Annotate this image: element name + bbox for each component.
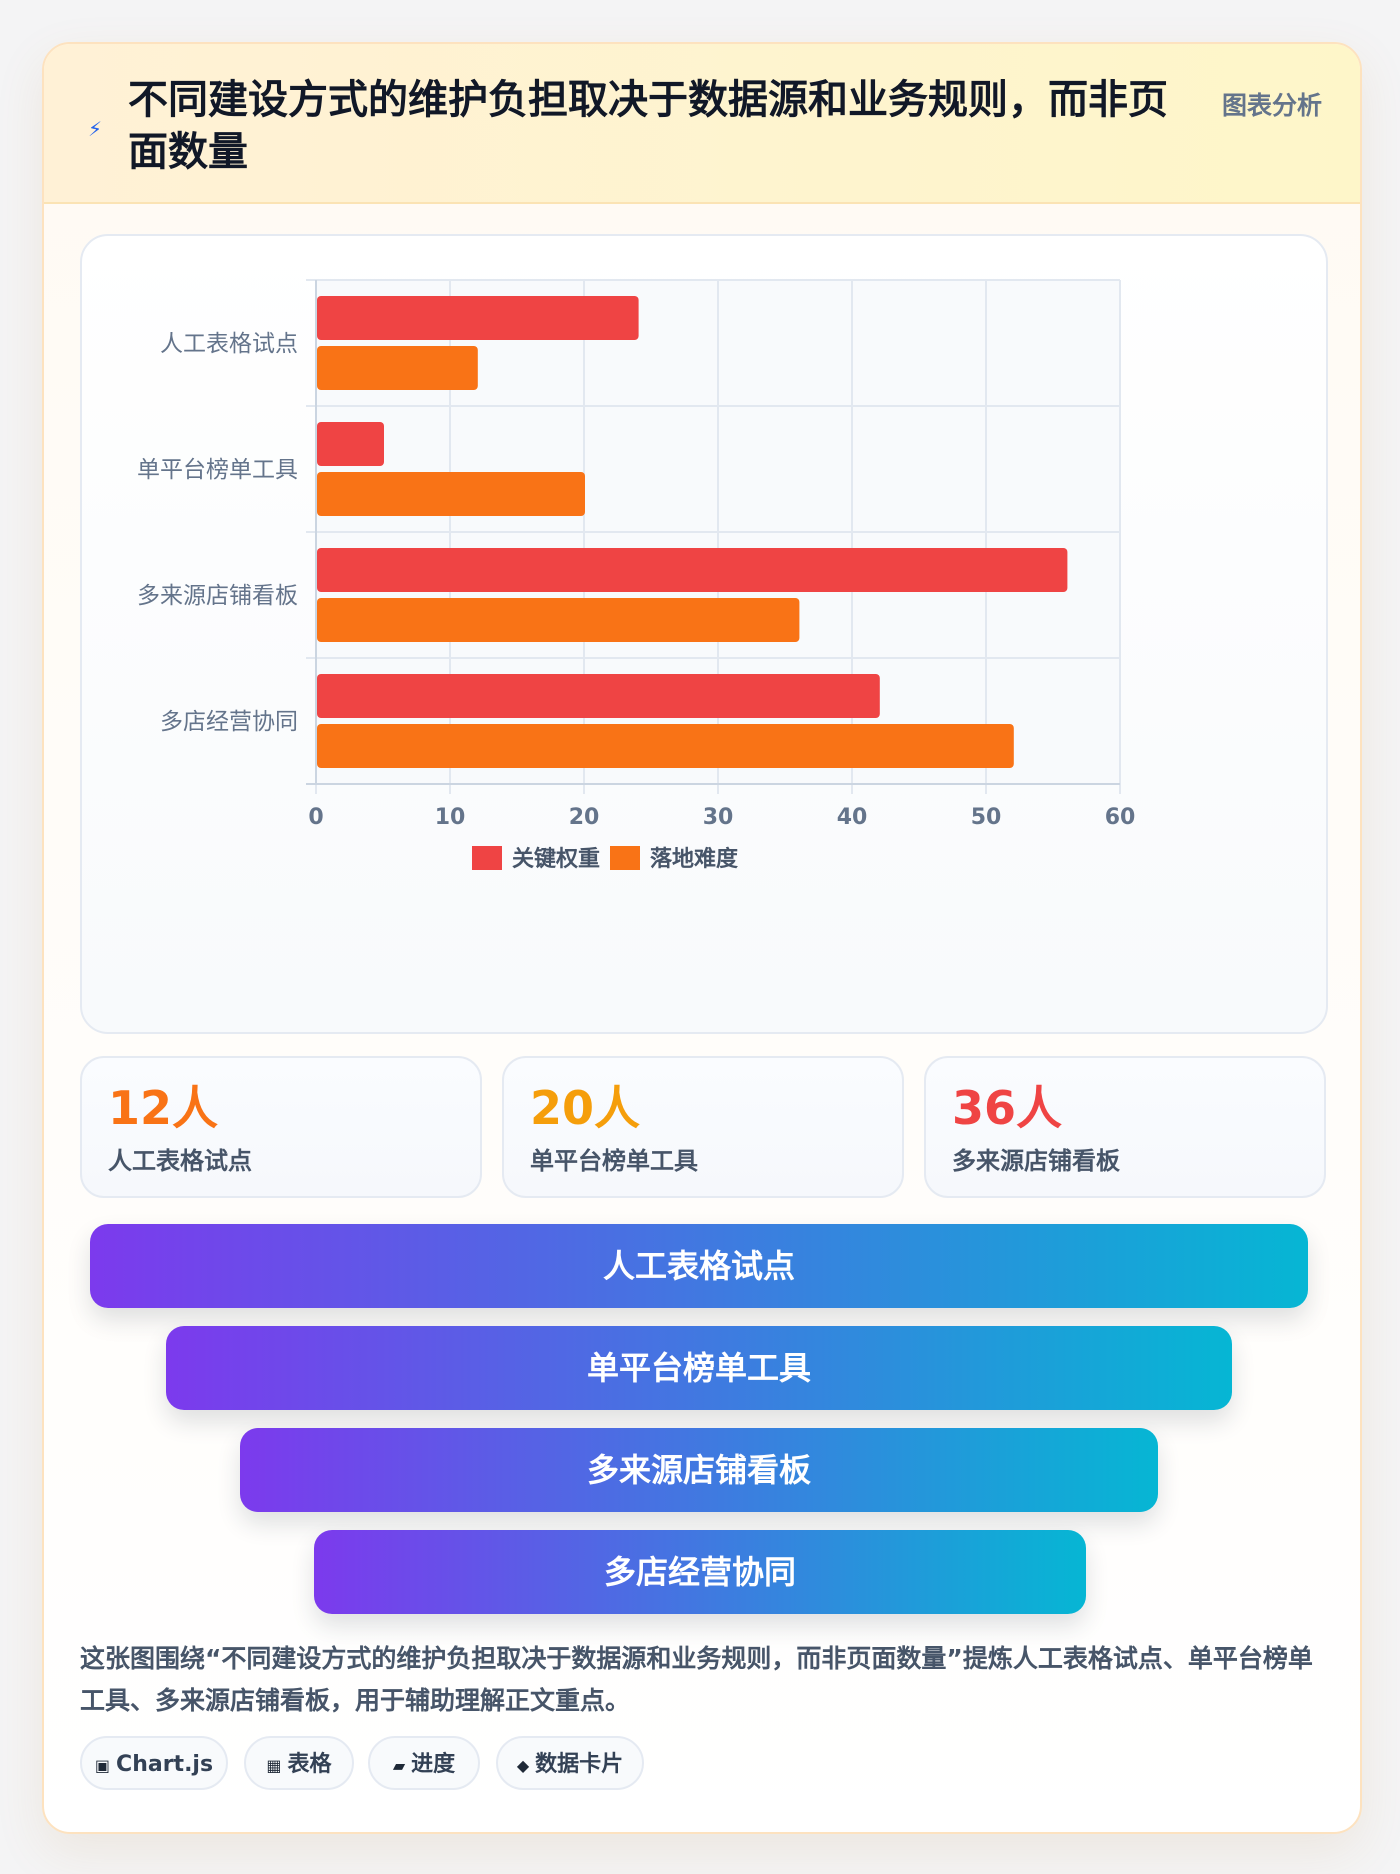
x-tick-label: 30 <box>703 805 734 830</box>
x-tick-label: 0 <box>308 805 323 830</box>
stat-value: 20人 <box>530 1081 641 1135</box>
chip-progress[interactable]: ▰ 进度 <box>368 1736 480 1790</box>
stat-card: 36人 多来源店铺看板 <box>924 1056 1326 1198</box>
bar-weight <box>317 548 1068 592</box>
bar-weight <box>317 296 639 340</box>
stat-label: 多来源店铺看板 <box>952 1147 1120 1175</box>
y-tick-label: 人工表格试点 <box>160 331 298 357</box>
chip-table[interactable]: ▦ 表格 <box>244 1736 354 1790</box>
chip-chartjs[interactable]: ▣ Chart.js <box>80 1736 228 1790</box>
bar-weight <box>317 422 384 466</box>
stat-cards: 12人 人工表格试点 20人 单平台榜单工具 36人 多来源店铺看板 <box>80 1056 1326 1198</box>
report-card: ⚡ 不同建设方式的维护负担取决于数据源和业务规则，而非页面数量 图表分析 0 10… <box>42 42 1362 1834</box>
y-tick-label: 多店经营协同 <box>160 709 298 735</box>
chip-label: 进度 <box>411 1752 456 1777</box>
diamond-icon: ◆ <box>516 1756 530 1775</box>
funnel-step: 单平台榜单工具 <box>166 1326 1232 1410</box>
chart-panel: 0 10 20 30 40 50 60 人工表格试点单平台榜单工具 多来源店铺看板多店经营协同关… <box>80 234 1328 1034</box>
y-tick-label: 多来源店铺看板 <box>137 583 298 609</box>
x-tick-label: 50 <box>971 805 1002 830</box>
legend-swatch <box>610 846 640 870</box>
stat-label: 人工表格试点 <box>108 1147 252 1175</box>
chip-label: Chart.js <box>116 1752 214 1777</box>
bar-difficulty <box>317 472 585 516</box>
x-tick-label: 40 <box>837 805 868 830</box>
stat-value: 36人 <box>952 1081 1063 1135</box>
legend-label: 落地难度 <box>650 846 739 872</box>
progress-icon: ▰ <box>392 1756 406 1775</box>
legend-swatch <box>472 846 502 870</box>
chip-label: 表格 <box>287 1752 332 1777</box>
category-tag: 图表分析 <box>1222 91 1323 120</box>
funnel-step: 人工表格试点 <box>90 1224 1308 1308</box>
funnel-step: 多店经营协同 <box>314 1530 1086 1614</box>
x-tick-label: 20 <box>569 805 600 830</box>
bar-difficulty <box>317 598 800 642</box>
stat-value: 12人 <box>108 1081 219 1135</box>
lightning-icon: ⚡ <box>87 117 103 141</box>
y-tick-label: 单平台榜单工具 <box>137 457 298 483</box>
card-header: ⚡ 不同建设方式的维护负担取决于数据源和业务规则，而非页面数量 图表分析 <box>44 44 1360 204</box>
table-icon: ▦ <box>266 1756 282 1775</box>
stat-card: 20人 单平台榜单工具 <box>502 1056 904 1198</box>
funnel-step: 多来源店铺看板 <box>240 1428 1158 1512</box>
x-tick-label: 10 <box>435 805 466 830</box>
chart-icon: ▣ <box>94 1756 111 1775</box>
legend-label: 关键权重 <box>512 846 600 872</box>
bar-difficulty <box>317 724 1014 768</box>
stat-card: 12人 人工表格试点 <box>80 1056 482 1198</box>
chip-data-card[interactable]: ◆ 数据卡片 <box>496 1736 644 1790</box>
bar-chart: 0 10 20 30 40 50 60 人工表格试点单平台榜单工具多来源店铺看板多店经营协同关… <box>137 279 1136 872</box>
summary-text: 这张图围绕“不同建设方式的维护负担取决于数据源和业务规则，而非页面数量”提炼人工… <box>80 1644 1313 1715</box>
bar-difficulty <box>317 346 478 390</box>
stat-label: 单平台榜单工具 <box>530 1147 698 1175</box>
chip-label: 数据卡片 <box>535 1752 624 1777</box>
x-tick-label: 60 <box>1105 805 1136 830</box>
bar-weight <box>317 674 880 718</box>
page-title: 不同建设方式的维护负担取决于数据源和业务规则，而非页面数量 <box>128 77 1168 175</box>
